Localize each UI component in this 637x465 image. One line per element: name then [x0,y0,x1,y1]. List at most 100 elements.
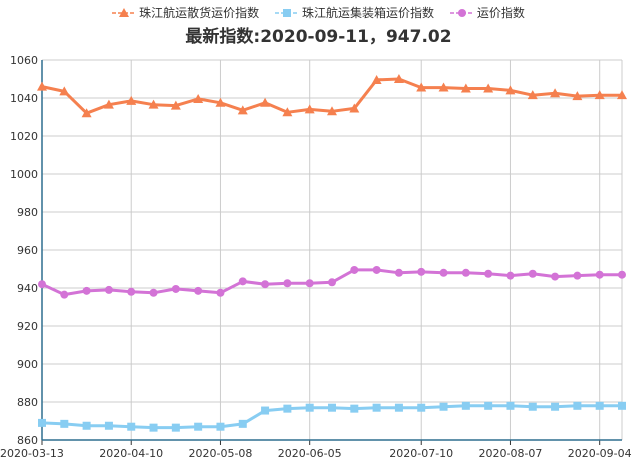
data-point [572,91,583,101]
data-point [350,265,359,274]
data-point [595,401,604,410]
y-tick-label: 940 [17,282,38,295]
data-point [484,269,493,278]
data-point [282,107,293,117]
legend-label-bulk: 珠江航运散货运价指数 [139,6,260,20]
legend-item-freight[interactable]: 运价指数 [449,4,525,21]
y-tick-label: 880 [17,396,38,409]
legend-marker-triangle-icon [112,8,137,17]
data-point [81,108,92,118]
data-point [148,99,159,109]
data-point [104,421,113,430]
y-tick-label: 1000 [10,168,38,181]
data-point [527,90,538,100]
data-point [484,401,493,410]
y-tick-label: 860 [17,434,38,447]
legend-item-bulk[interactable]: 珠江航运散货运价指数 [112,4,259,21]
data-point [171,423,180,432]
data-point [506,401,515,410]
data-point [328,403,336,412]
data-point [60,290,69,299]
data-point [551,402,560,411]
x-tick-label: 2020-03-13 [0,447,64,460]
x-tick-label: 2020-06-05 [278,447,342,460]
data-point [618,270,626,279]
data-point [215,97,226,107]
data-point [372,265,381,274]
data-point [238,419,247,428]
x-tick-label: 2020-05-08 [188,447,252,460]
data-point [328,278,336,287]
data-point [305,403,314,412]
data-point [149,423,158,432]
data-point [194,422,203,431]
y-tick-label: 1020 [10,130,38,143]
data-point [304,104,315,114]
data-point [573,271,582,280]
x-tick-label: 2020-08-07 [478,447,542,460]
data-point [417,267,426,276]
y-tick-label: 920 [17,320,38,333]
data-point [505,85,516,95]
data-point [551,272,560,281]
data-point [528,402,537,411]
data-point [261,406,270,415]
data-point [438,82,449,92]
data-point [193,93,204,103]
y-tick-label: 980 [17,206,38,219]
data-point [194,286,203,295]
data-point [104,285,113,294]
y-tick-label: 1040 [10,92,38,105]
data-point [439,402,448,411]
data-point [439,268,448,277]
data-point [171,284,180,293]
data-point [550,88,561,98]
legend-item-container[interactable]: 珠江航运集装箱运价指数 [274,4,434,21]
data-point [37,81,47,91]
data-point [60,419,69,428]
data-point [82,421,91,430]
data-point [461,268,470,277]
data-point [394,268,403,277]
data-point [417,403,426,412]
data-point [237,105,248,115]
data-point [38,280,46,289]
data-point [327,106,337,116]
data-point [372,403,381,412]
data-point [371,74,382,84]
data-point [305,279,314,288]
data-point [595,270,604,279]
data-point [350,404,359,413]
data-point [59,86,70,96]
data-point [394,403,403,412]
y-tick-label: 1060 [10,54,38,67]
data-point [261,280,270,289]
x-tick-label: 2020-04-10 [99,447,163,460]
chart-legend: 珠江航运散货运价指数 珠江航运集装箱运价指数 运价指数 [0,4,637,21]
data-point [126,95,137,105]
data-point [127,422,136,431]
legend-marker-square-icon [274,9,299,17]
data-point [460,83,471,93]
data-point [216,422,225,431]
y-tick-label: 900 [17,358,38,371]
data-point [594,90,605,100]
data-point [38,418,46,427]
y-tick-label: 960 [17,244,38,257]
data-point [573,401,582,410]
data-point [349,103,360,113]
data-point [82,286,91,295]
data-point [618,401,626,410]
data-point [283,279,292,288]
legend-label-container: 珠江航运集装箱运价指数 [301,6,434,20]
data-point [506,271,515,280]
legend-label-freight: 运价指数 [476,6,525,20]
chart-subtitle: 最新指数:2020-09-11，947.02 [185,27,452,47]
data-point [483,83,494,93]
data-point [127,287,136,296]
data-point [260,97,271,107]
legend-marker-circle-icon [449,9,474,17]
x-tick-label: 2020-07-10 [389,447,453,460]
data-point [238,277,247,286]
